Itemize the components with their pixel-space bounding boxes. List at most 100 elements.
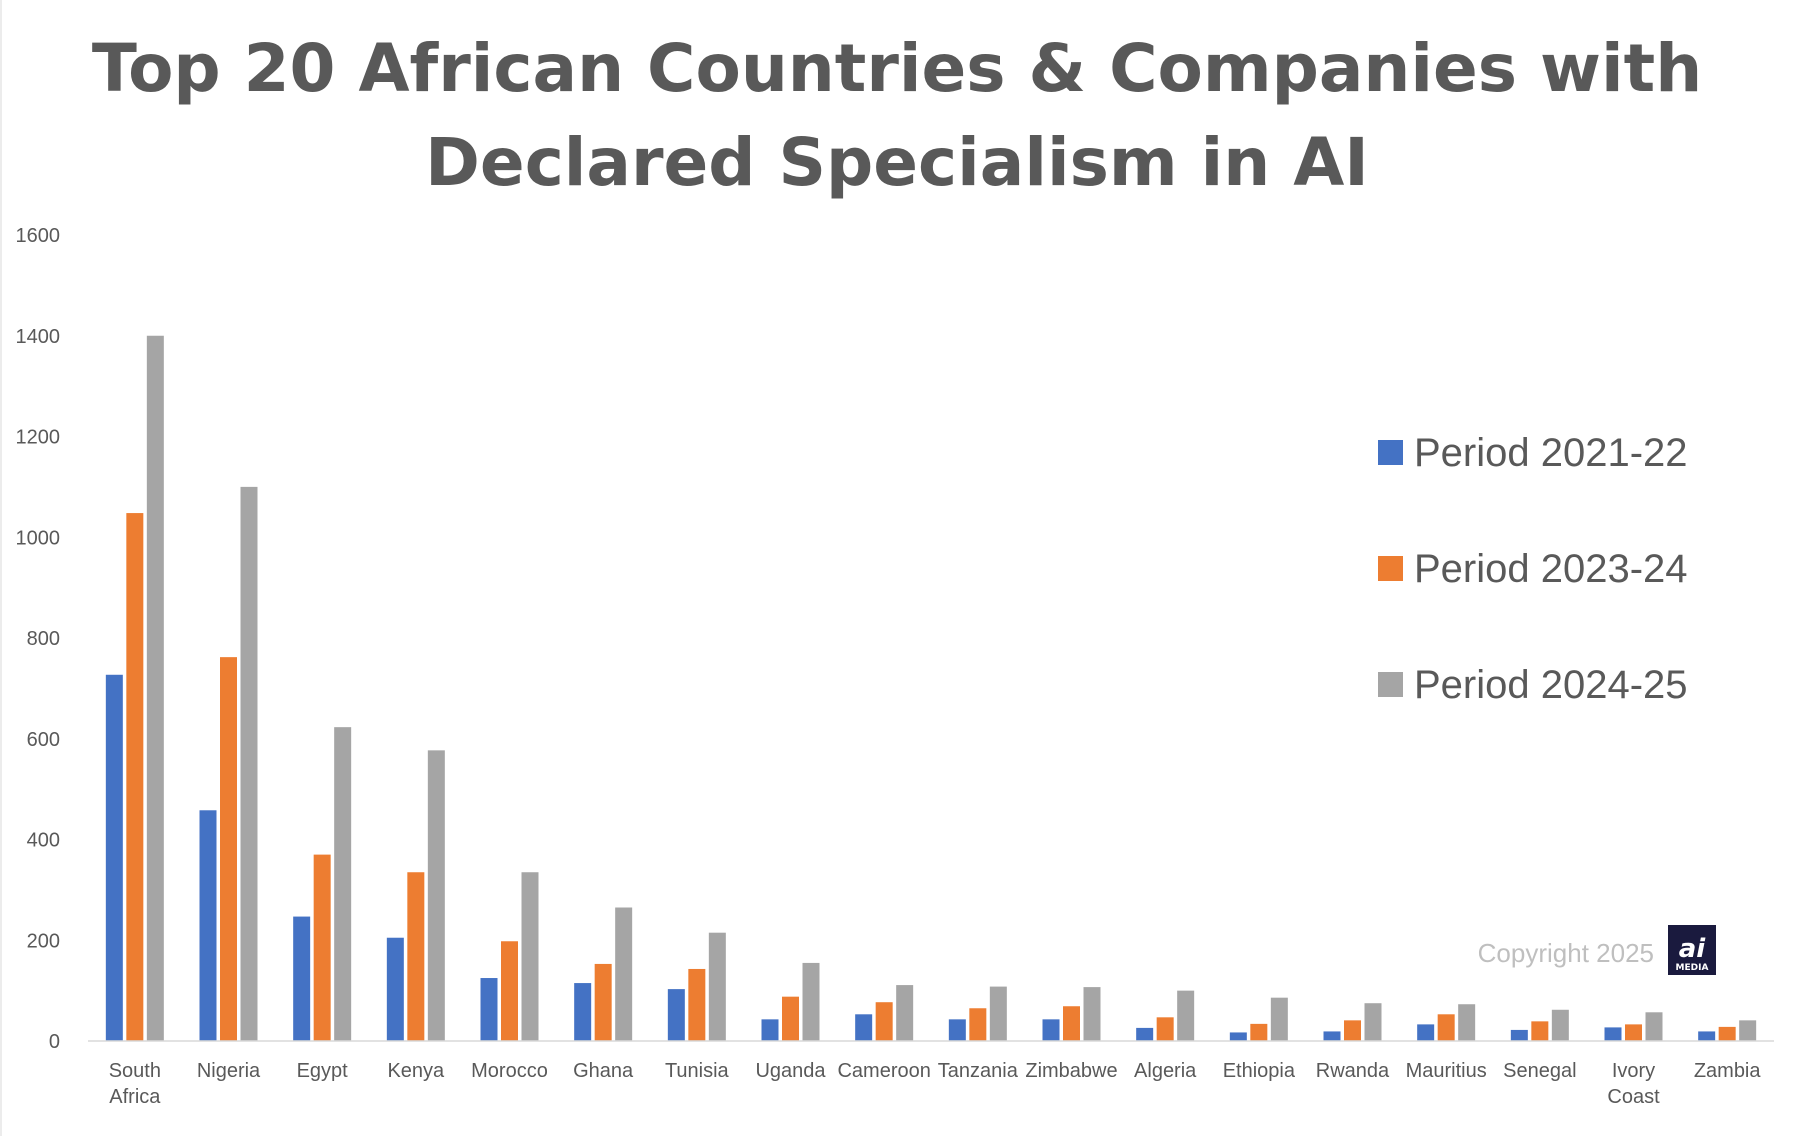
y-tick-label: 1600 [16,225,61,247]
bar-senegal-series-1 [1510,1029,1528,1041]
x-tick-label: Mauritius [1406,1060,1487,1082]
x-axis-labels: South Africa Nigeria Egypt Kenya Morocco Ghana… [109,1060,1762,1108]
bar-cameroon-series-2 [875,1002,893,1041]
logo-sub-text: MEDIA [1676,963,1709,973]
chart-title: Top 20 African Countries & Companies wit… [0,22,1794,210]
bar-nigeria-series-1 [199,810,217,1041]
bar-zambia-series-1 [1698,1031,1716,1041]
x-tick-label: Ethiopia [1223,1060,1296,1082]
bar-tanzania-series-2 [969,1008,987,1041]
bar-nigeria-series-2 [220,657,237,1041]
bar-ethiopia-series-3 [1270,997,1288,1041]
bar-tunisia-series-1 [667,989,685,1041]
bar-algeria-series-1 [1136,1027,1154,1041]
bar-south-africa-series-2 [126,513,144,1041]
bar-tunisia-series-3 [708,932,726,1041]
bar-algeria-series-3 [1177,990,1195,1042]
bar-ivory-coast-series-1 [1604,1027,1622,1041]
bar-tanzania-series-3 [989,986,1007,1041]
bar-cameroon-series-1 [855,1014,873,1041]
logo-mark: ai [1679,934,1707,964]
bar-zimbabwe-series-2 [1063,1006,1080,1041]
bar-mauritius-series-3 [1458,1004,1476,1041]
bar-ivory-coast-series-2 [1625,1024,1642,1041]
bar-senegal-series-2 [1531,1021,1549,1041]
ai-media-logo: ai MEDIA [1668,925,1716,975]
x-tick-label: Uganda [755,1060,826,1082]
bar-south-africa-series-3 [146,335,164,1041]
bar-uganda-series-2 [782,996,799,1041]
x-tick-label: Zambia [1694,1060,1762,1082]
x-tick-label: Coast [1607,1086,1660,1108]
bar-egypt-series-1 [293,916,311,1041]
legend-label: Period 2024-25 [1414,663,1688,707]
x-tick-label: Kenya [387,1060,445,1082]
x-tick-label: Tanzania [938,1060,1019,1082]
bar-cameroon-series-3 [896,985,914,1041]
bar-morocco-series-3 [521,872,539,1041]
bar-rwanda-series-3 [1364,1003,1382,1041]
bars [105,335,1757,1042]
bar-morocco-series-1 [480,978,498,1041]
bar-egypt-series-3 [334,727,352,1041]
bar-rwanda-series-2 [1344,1020,1361,1041]
x-tick-label: Senegal [1503,1060,1576,1082]
y-tick-label: 1400 [16,326,61,348]
y-tick-label: 600 [27,729,60,751]
x-tick-label: Africa [109,1086,161,1108]
x-tick-label: Nigeria [197,1060,261,1082]
x-tick-label: Ghana [573,1060,634,1082]
x-tick-label: Algeria [1134,1060,1197,1082]
y-tick-label: 200 [27,930,60,952]
bar-algeria-series-2 [1156,1017,1174,1041]
bar-ethiopia-series-1 [1229,1032,1247,1041]
x-tick-label: Tunisia [665,1060,730,1082]
bar-ghana-series-2 [594,963,612,1041]
bar-tanzania-series-1 [948,1019,966,1041]
chart-title-line-1: Top 20 African Countries & Companies wit… [91,30,1703,107]
legend: Period 2021-22 Period 2023-24 Period 2024-… [1378,431,1688,707]
bar-kenya-series-3 [427,750,445,1041]
bar-kenya-series-1 [386,937,404,1041]
legend-label: Period 2021-22 [1414,431,1688,475]
x-tick-label: South [109,1060,161,1082]
x-tick-label: Cameroon [837,1060,930,1082]
y-tick-label: 1200 [16,427,61,449]
bar-morocco-series-2 [501,941,518,1041]
y-tick-label: 400 [27,830,60,852]
x-tick-label: Morocco [471,1060,548,1082]
chart-title-line-2: Declared Specialism in AI [425,124,1369,201]
x-tick-label: Ivory [1612,1060,1655,1082]
legend-swatch [1378,440,1403,465]
y-axis: 0 200 400 600 800 1000 1200 1400 1600 [16,225,61,1053]
bar-ghana-series-1 [574,983,592,1041]
y-tick-label: 1000 [16,527,61,549]
bar-zambia-series-3 [1739,1020,1757,1041]
legend-swatch [1378,672,1403,697]
bar-rwanda-series-1 [1323,1031,1341,1041]
copyright-text: Copyright 2025 [1478,938,1654,968]
bar-uganda-series-1 [761,1019,779,1041]
bar-mauritius-series-1 [1417,1024,1435,1041]
x-tick-label: Zimbabwe [1025,1060,1117,1082]
y-tick-label: 800 [27,628,60,650]
bar-egypt-series-2 [313,854,331,1041]
bar-tunisia-series-2 [688,968,706,1041]
bar-uganda-series-3 [802,962,820,1041]
bar-mauritius-series-2 [1437,1014,1455,1041]
bar-south-africa-series-1 [105,674,123,1041]
bar-ivory-coast-series-3 [1645,1012,1663,1041]
bar-kenya-series-2 [407,872,425,1041]
bar-ghana-series-3 [615,907,633,1041]
legend-label: Period 2023-24 [1414,547,1688,591]
bar-zambia-series-2 [1718,1026,1736,1041]
bar-senegal-series-3 [1551,1009,1569,1041]
y-tick-label: 0 [49,1031,60,1053]
x-tick-label: Egypt [297,1060,349,1082]
x-tick-label: Rwanda [1316,1060,1390,1082]
bar-zimbabwe-series-3 [1083,987,1101,1041]
bar-ethiopia-series-2 [1250,1023,1268,1041]
bar-zimbabwe-series-1 [1042,1019,1060,1041]
legend-swatch [1378,556,1403,581]
